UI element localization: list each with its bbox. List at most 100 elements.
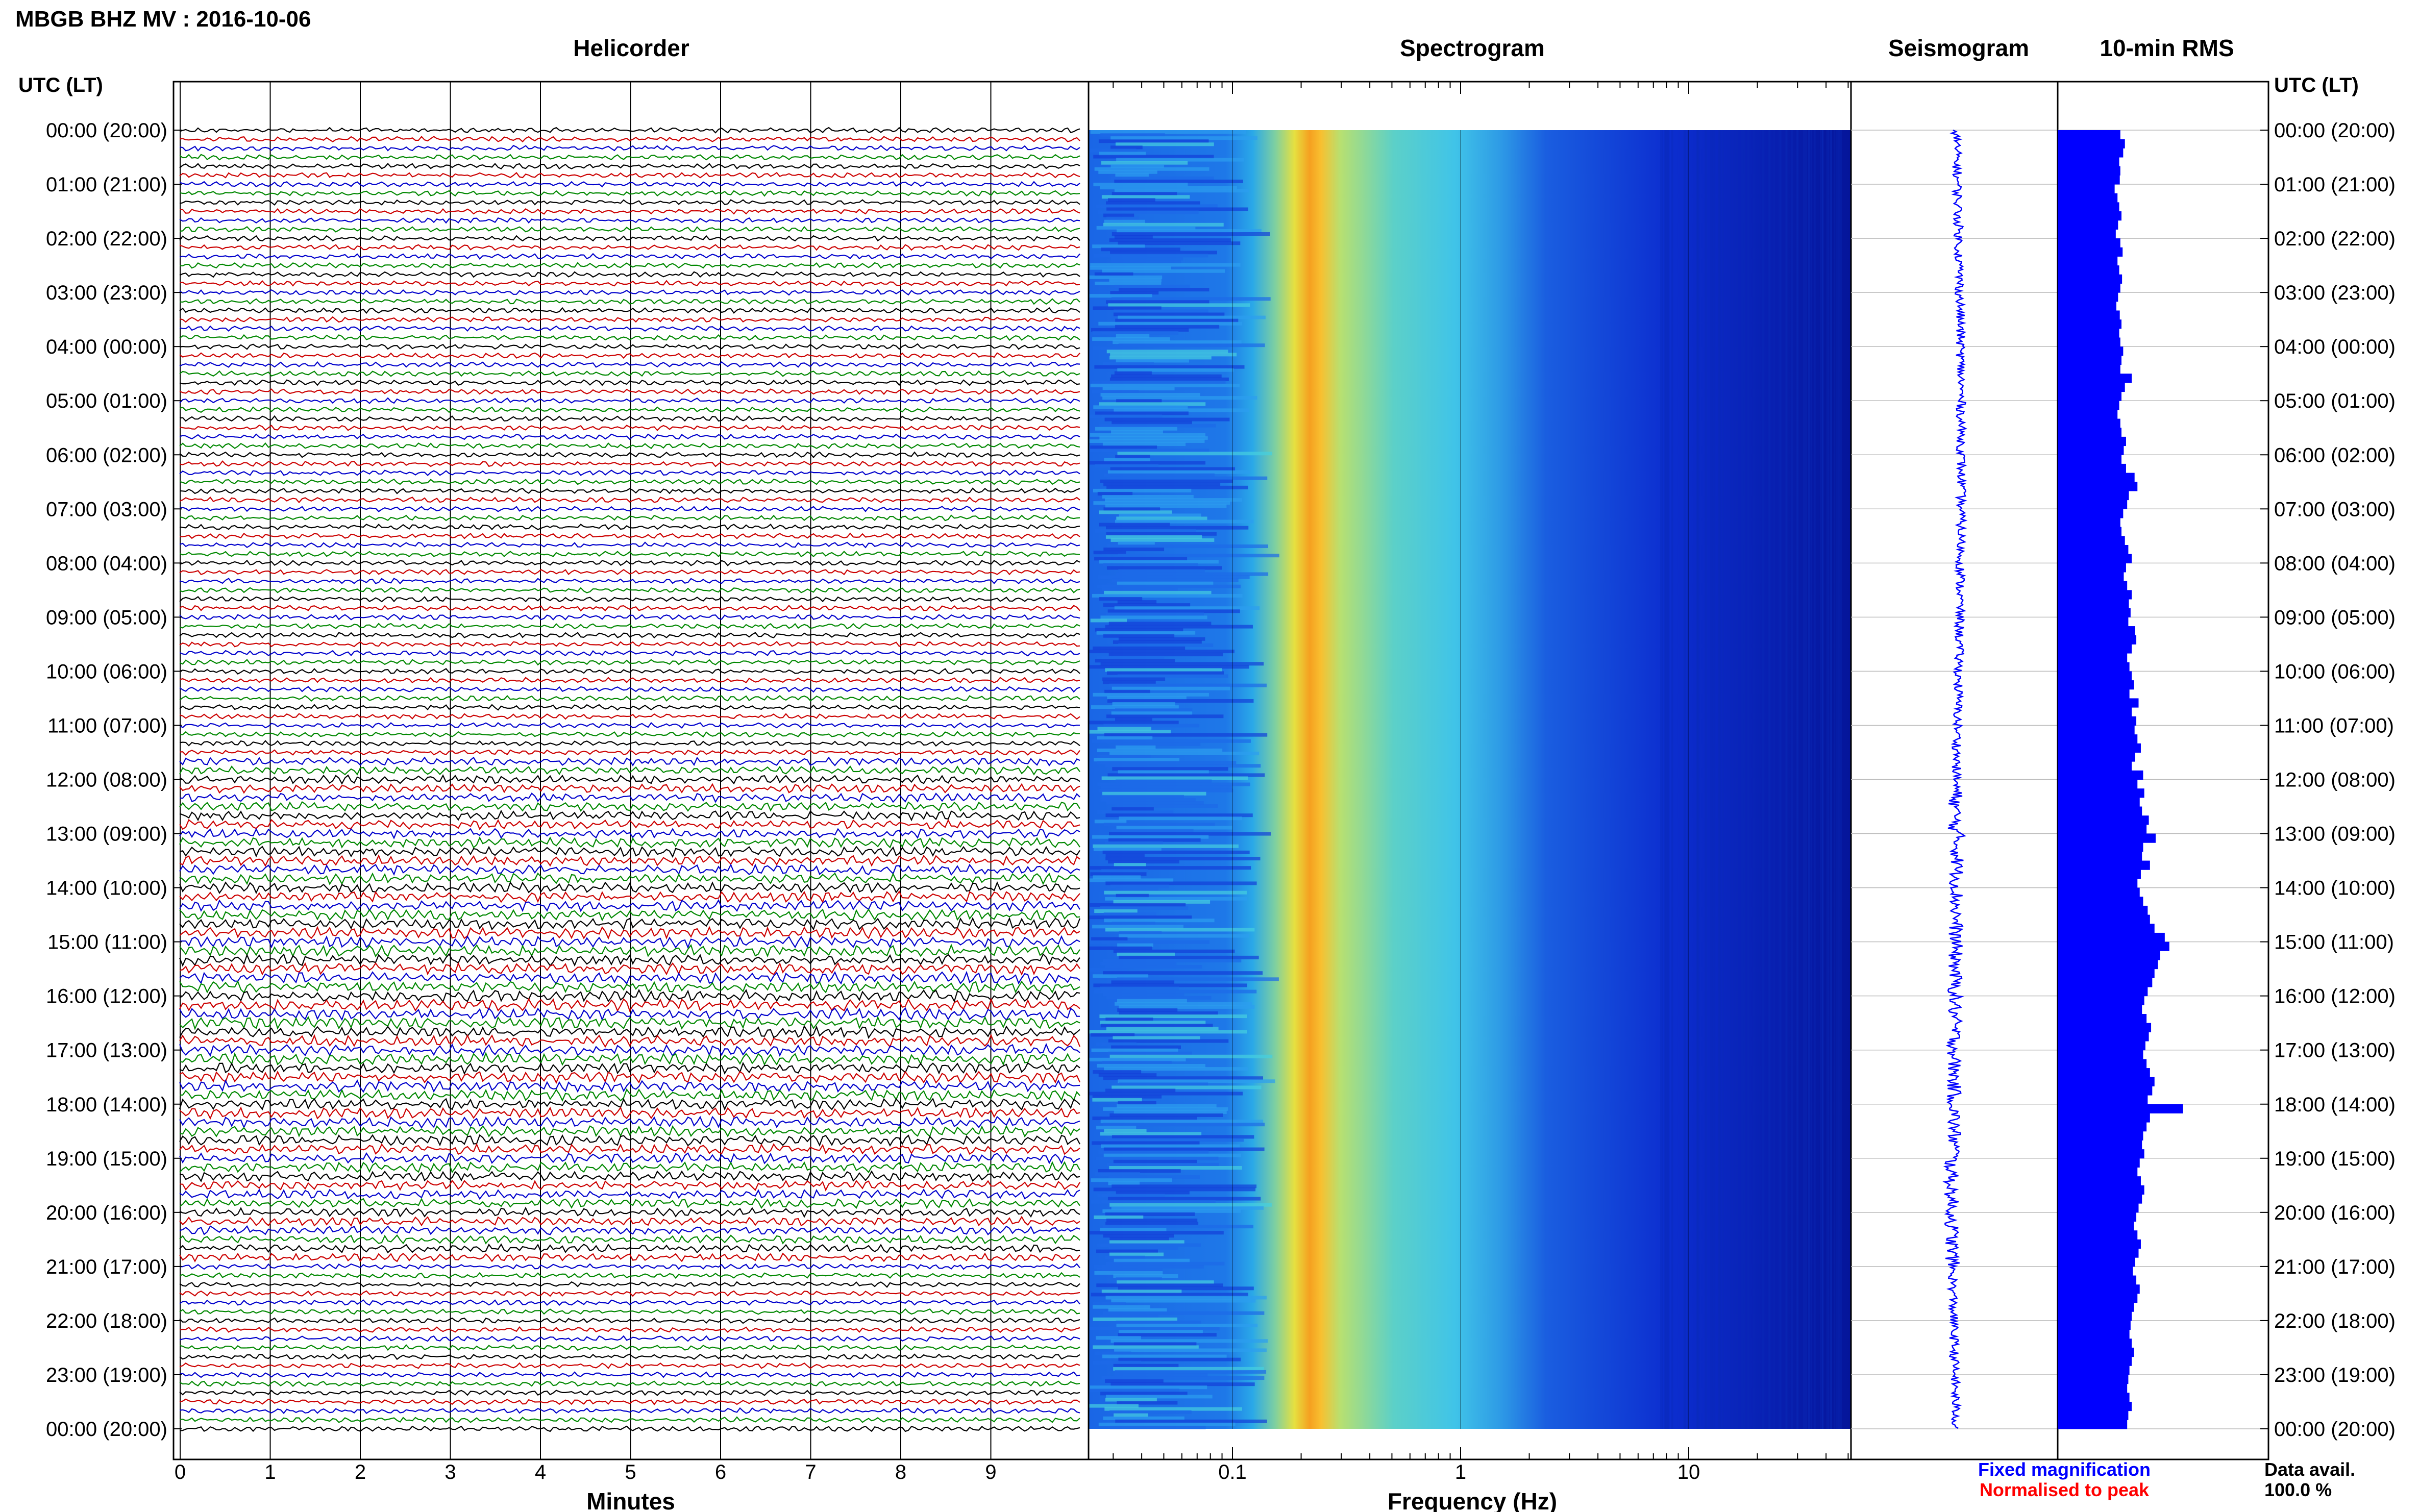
spectrogram-texture [1098,788,1233,792]
spectrogram-texture [1100,1314,1158,1318]
spectrogram-texture [1101,247,1180,252]
helicorder-trace [179,289,1080,296]
rms-bar [2058,1122,2147,1132]
rms-bar [2058,1239,2141,1249]
helicorder-trace [179,307,1080,314]
spectrogram-texture [1101,195,1190,199]
spectrogram-texture [1097,491,1133,496]
time-label-right: 22:00 (18:00) [2274,1310,2396,1332]
spectrogram-texture [1103,634,1175,638]
spectrogram-texture [1112,807,1154,811]
spectrogram-texture [1101,785,1232,789]
spectrogram-texture [1109,1166,1242,1170]
helicorder-trace [179,352,1080,359]
helicorder-trace [179,1134,1080,1147]
rms-bar [2058,211,2122,221]
spectrogram-texture [1096,1283,1223,1287]
spectrogram-texture [1109,832,1271,836]
spectrogram-texture [1094,989,1257,994]
helicorder-trace [179,1197,1080,1209]
spectrogram-texture [1116,1323,1258,1328]
rms-bar [2058,1059,2147,1069]
helicorder-panel [172,81,1090,1460]
spectrogram-texture [1097,748,1223,752]
spectrogram-texture [1100,1024,1213,1028]
rms-bar [2058,599,2129,609]
time-label-left: 11:00 (07:00) [47,714,167,737]
helicorder-trace [179,163,1080,170]
spectrogram-texture [1102,850,1250,854]
helicorder-trace [179,144,1080,152]
spectrogram-texture [1102,386,1175,390]
spectrogram-texture [1104,417,1230,422]
rms-bar [2058,1257,2135,1267]
helicorder-trace [179,863,1080,876]
helicorder-trace [179,613,1080,621]
spectrogram-texture [1099,152,1146,156]
spectrogram-texture [1100,798,1196,802]
helicorder-trace [179,836,1080,849]
helicorder-trace [179,1344,1080,1351]
rms-bar [2058,806,2142,816]
spectrogram-texture [1113,312,1225,316]
helicorder-trace [179,1299,1080,1306]
spectrogram-texture [1103,1107,1228,1111]
rms-bar [2058,418,2120,428]
spectrogram-texture [1093,501,1230,505]
helicorder-trace [179,1179,1080,1192]
rms-bar [2058,1401,2132,1411]
spectrogram-texture [1100,393,1200,397]
time-label-right: 16:00 (12:00) [2274,985,2396,1008]
spectrogram-texture [1097,656,1165,660]
legend-fixed-magnification: Fixed magnification [1978,1459,2151,1480]
spectrogram-texture [1109,1246,1178,1250]
helicorder-trace [179,1079,1080,1093]
rms-bar [2058,184,2115,194]
spectrogram-texture [1118,1333,1217,1337]
spectrogram-texture [1090,433,1205,437]
helicorder-trace [179,415,1080,422]
spectrogram-texture [1111,1299,1256,1303]
spectrogram-texture [1092,390,1139,394]
helicorder-trace [179,1416,1080,1423]
rms-bar [2058,941,2169,951]
spectrogram-texture [1114,606,1260,610]
helicorder-trace [179,433,1080,440]
spectrogram-texture [1116,334,1150,338]
rms-bar [2058,1068,2150,1078]
spectrogram-texture [1114,863,1146,867]
spectrogram-texture [1102,495,1194,499]
time-label-left: 05:00 (01:00) [46,390,167,412]
rms-bar [2058,851,2142,861]
time-label-left: 15:00 (11:00) [47,931,167,954]
spectrogram-texture [1093,183,1188,187]
rms-bar [2058,1086,2153,1096]
helicorder-trace [179,497,1080,504]
rms-bar [2058,797,2140,807]
spectrogram-texture [1116,742,1201,746]
spectrogram-texture [1109,1240,1184,1244]
spectrogram-texture [1092,331,1179,335]
station-title: MBGB BHZ MV : 2016-10-06 [15,7,311,32]
spectrogram-texture [1089,1092,1243,1096]
time-label-right: 20:00 (16:00) [2274,1202,2396,1224]
helicorder-trace [179,1308,1080,1315]
spectrogram-texture [1106,532,1217,536]
spectrogram-texture [1115,142,1214,146]
rms-bar [2058,725,2135,735]
spectrogram-texture [1091,705,1179,709]
spectrogram-texture [1106,996,1212,1000]
helicorder-trace [179,1252,1080,1262]
rms-bar [2058,202,2119,212]
helicorder-trace [179,1052,1080,1066]
helicorder-trace [179,809,1080,822]
spectrogram-texture [1117,452,1272,456]
spectrogram-texture [1102,791,1206,796]
rms-bar [2058,815,2149,825]
rms-bar [2058,969,2155,978]
helicorder-trace [179,478,1080,485]
helicorder-trace [179,1407,1080,1415]
spectrogram-texture [1100,1132,1202,1136]
spectrogram-texture [1093,692,1209,697]
rms-bar [2058,1167,2138,1177]
